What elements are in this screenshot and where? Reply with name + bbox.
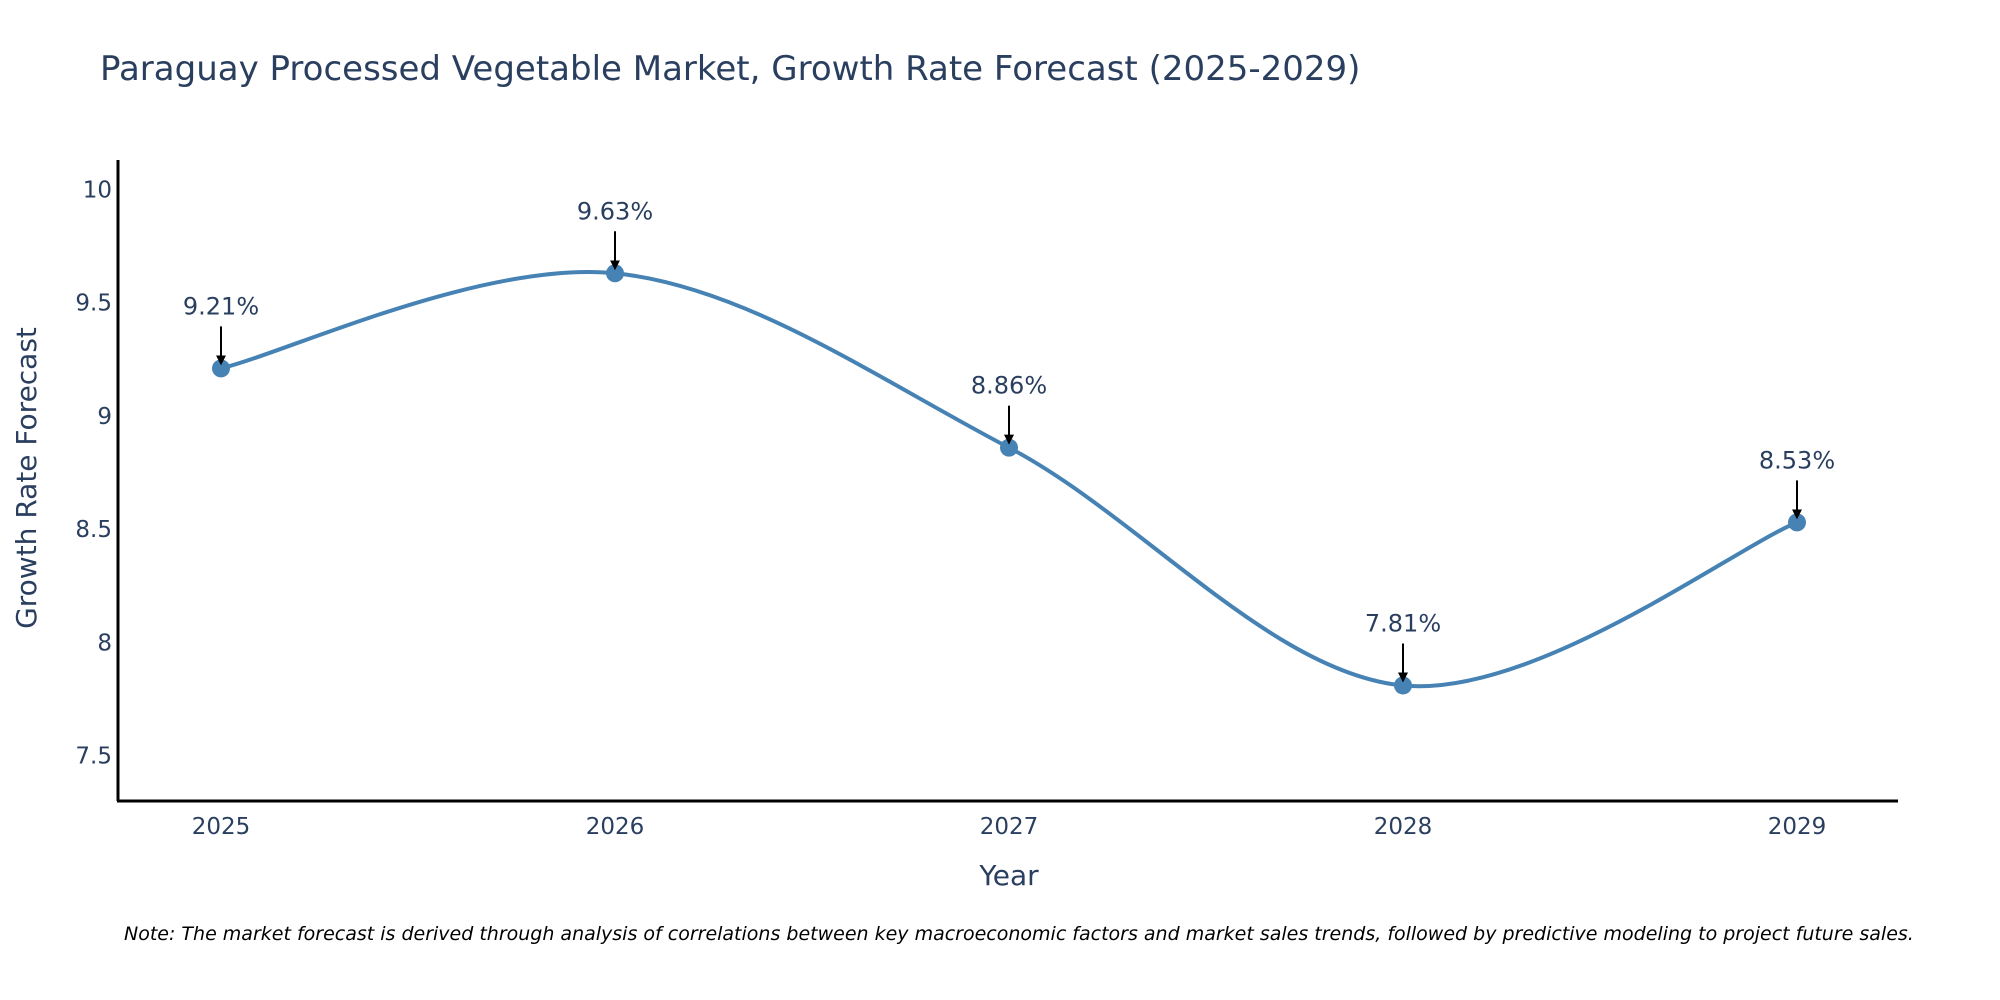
y-tick-label: 8	[97, 630, 112, 656]
y-tick-label: 9	[97, 404, 112, 430]
y-tick-label: 8.5	[75, 517, 112, 543]
data-point	[606, 264, 624, 283]
plot-area: 9.21% 9.63% 8.86% 7.81% 8.53%	[183, 197, 1835, 695]
y-tick-label: 7.5	[75, 744, 112, 770]
data-point	[1394, 676, 1412, 695]
x-tick-label: 2027	[980, 814, 1039, 840]
x-tick-label: 2025	[192, 814, 251, 840]
data-label: 9.21%	[183, 292, 259, 320]
y-tick-label: 10	[83, 177, 112, 203]
data-label: 8.53%	[1759, 446, 1835, 474]
x-tick-label: 2026	[586, 814, 645, 840]
series-line	[220, 270, 1798, 689]
x-axis-ticks: 2025 2026 2027 2028 2029	[192, 814, 1827, 840]
x-tick-label: 2028	[1374, 814, 1433, 840]
x-tick-label: 2029	[1768, 814, 1827, 840]
data-label: 9.63%	[577, 197, 653, 225]
x-axis-title: Year	[978, 859, 1039, 892]
data-label: 8.86%	[971, 372, 1047, 400]
y-axis-title: Growth Rate Forecast	[10, 327, 43, 629]
data-point	[1000, 438, 1018, 457]
y-tick-label: 9.5	[75, 291, 112, 317]
chart-title: Paraguay Processed Vegetable Market, Gro…	[100, 49, 1360, 89]
data-label: 7.81%	[1365, 609, 1441, 637]
y-axis-ticks: 7.5 8 8.5 9 9.5 10	[75, 177, 112, 769]
footnote: Note: The market forecast is derived thr…	[124, 923, 1914, 945]
data-point	[1788, 513, 1806, 532]
data-point	[212, 359, 230, 378]
